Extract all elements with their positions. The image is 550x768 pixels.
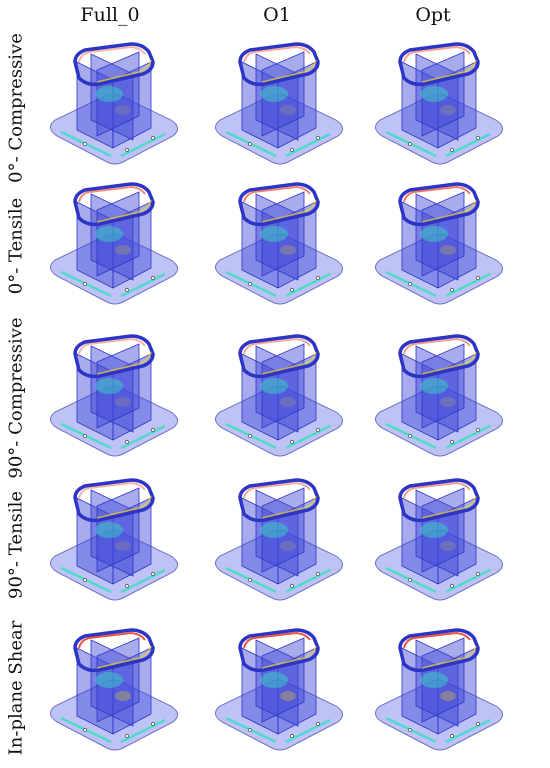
- column-header-opt: Opt: [415, 4, 451, 26]
- stress-plot-r5-c2: [200, 626, 350, 754]
- stress-plot-r1-c1: [35, 40, 185, 168]
- stress-plot-r4-c2: [200, 476, 350, 604]
- stress-plot-r2-c1: [35, 180, 185, 308]
- stress-plot-r2-c3: [360, 180, 510, 308]
- stress-plot-r3-c2: [200, 332, 350, 460]
- stress-plot-r4-c1: [35, 476, 185, 604]
- stress-plot-r4-c3: [360, 476, 510, 604]
- stress-plot-r3-c1: [35, 332, 185, 460]
- stress-plot-r2-c2: [200, 180, 350, 308]
- stress-plot-r1-c3: [360, 40, 510, 168]
- stress-plot-r5-c1: [35, 626, 185, 754]
- stress-plot-r1-c2: [200, 40, 350, 168]
- stress-plot-r3-c3: [360, 332, 510, 460]
- stress-plot-r5-c3: [360, 626, 510, 754]
- column-header-full-0: Full_0: [80, 4, 140, 26]
- column-header-o1: O1: [263, 4, 291, 26]
